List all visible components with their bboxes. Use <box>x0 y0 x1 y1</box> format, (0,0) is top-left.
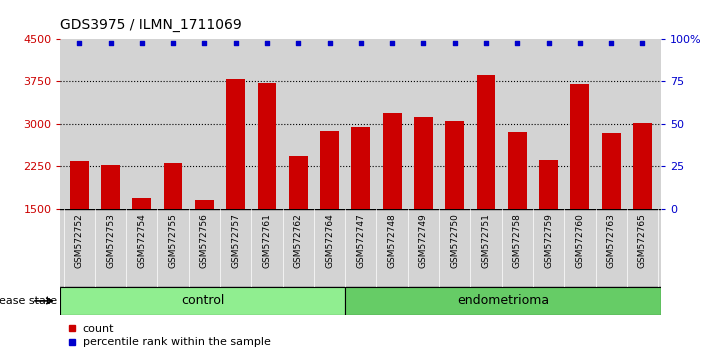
Text: endometrioma: endometrioma <box>457 295 549 307</box>
Text: control: control <box>181 295 225 307</box>
Point <box>418 41 429 46</box>
Text: GSM572754: GSM572754 <box>137 213 146 268</box>
Bar <box>257 83 277 294</box>
Point <box>198 41 210 46</box>
Bar <box>101 165 120 294</box>
Text: GSM572753: GSM572753 <box>106 213 115 268</box>
Bar <box>345 287 661 315</box>
Text: GSM572759: GSM572759 <box>544 213 553 268</box>
Text: GSM572758: GSM572758 <box>513 213 522 268</box>
Bar <box>445 121 464 294</box>
Text: GSM572756: GSM572756 <box>200 213 209 268</box>
Bar <box>602 133 621 294</box>
Bar <box>508 132 527 294</box>
Point <box>606 41 617 46</box>
Bar <box>539 160 558 294</box>
Text: GDS3975 / ILMN_1711069: GDS3975 / ILMN_1711069 <box>60 18 242 32</box>
Text: GSM572749: GSM572749 <box>419 213 428 268</box>
Point <box>105 41 116 46</box>
Point <box>355 41 367 46</box>
Text: GSM572764: GSM572764 <box>325 213 334 268</box>
Text: GSM572751: GSM572751 <box>481 213 491 268</box>
Text: GSM572762: GSM572762 <box>294 213 303 268</box>
Point <box>230 41 241 46</box>
Point <box>574 41 586 46</box>
Text: GSM572748: GSM572748 <box>387 213 397 268</box>
Bar <box>476 75 496 294</box>
Point <box>167 41 178 46</box>
Bar <box>195 200 214 294</box>
Bar <box>60 287 345 315</box>
Text: GSM572755: GSM572755 <box>169 213 178 268</box>
Bar <box>414 116 433 294</box>
Point <box>292 41 304 46</box>
Text: GSM572761: GSM572761 <box>262 213 272 268</box>
Text: GSM572760: GSM572760 <box>575 213 584 268</box>
Text: GSM572757: GSM572757 <box>231 213 240 268</box>
Text: disease state: disease state <box>0 296 57 306</box>
Text: GSM572763: GSM572763 <box>606 213 616 268</box>
Point <box>543 41 555 46</box>
Point <box>324 41 335 46</box>
Legend: count, percentile rank within the sample: count, percentile rank within the sample <box>66 324 270 348</box>
Point <box>261 41 272 46</box>
Bar <box>383 113 402 294</box>
Bar <box>351 127 370 294</box>
Text: GSM572747: GSM572747 <box>356 213 365 268</box>
Point <box>637 41 648 46</box>
Point <box>73 41 85 46</box>
Bar <box>132 198 151 294</box>
Text: GSM572752: GSM572752 <box>75 213 84 268</box>
Bar <box>226 79 245 294</box>
Bar <box>289 156 308 294</box>
Text: GSM572750: GSM572750 <box>450 213 459 268</box>
Bar <box>164 163 183 294</box>
Point <box>481 41 492 46</box>
Point <box>449 41 461 46</box>
Bar <box>570 84 589 294</box>
Bar <box>320 131 339 294</box>
Bar <box>70 161 89 294</box>
Point <box>512 41 523 46</box>
Point <box>387 41 398 46</box>
Text: GSM572765: GSM572765 <box>638 213 647 268</box>
Bar <box>633 123 652 294</box>
Point <box>136 41 147 46</box>
